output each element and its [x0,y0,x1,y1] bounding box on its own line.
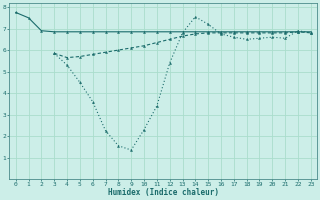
X-axis label: Humidex (Indice chaleur): Humidex (Indice chaleur) [108,188,219,197]
